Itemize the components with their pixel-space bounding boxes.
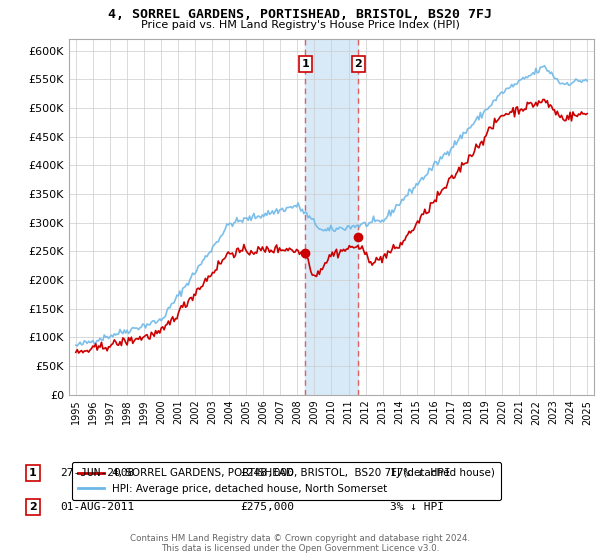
Text: 4, SORREL GARDENS, PORTISHEAD, BRISTOL, BS20 7FJ: 4, SORREL GARDENS, PORTISHEAD, BRISTOL, … [108,8,492,21]
Text: 17% ↓ HPI: 17% ↓ HPI [390,468,451,478]
Text: 1: 1 [29,468,37,478]
Text: 2: 2 [355,59,362,69]
Text: £248,000: £248,000 [240,468,294,478]
Text: 1: 1 [301,59,309,69]
Text: £275,000: £275,000 [240,502,294,512]
Bar [305,39,358,395]
Text: 27-JUN-2008: 27-JUN-2008 [60,468,134,478]
Text: 3% ↓ HPI: 3% ↓ HPI [390,502,444,512]
Text: Price paid vs. HM Land Registry's House Price Index (HPI): Price paid vs. HM Land Registry's House … [140,20,460,30]
Text: 2: 2 [29,502,37,512]
Text: Contains HM Land Registry data © Crown copyright and database right 2024.
This d: Contains HM Land Registry data © Crown c… [130,534,470,553]
Text: 01-AUG-2011: 01-AUG-2011 [60,502,134,512]
Legend: 4, SORREL GARDENS, PORTISHEAD, BRISTOL,  BS20 7FJ (detached house), HPI: Average: 4, SORREL GARDENS, PORTISHEAD, BRISTOL, … [71,462,502,500]
